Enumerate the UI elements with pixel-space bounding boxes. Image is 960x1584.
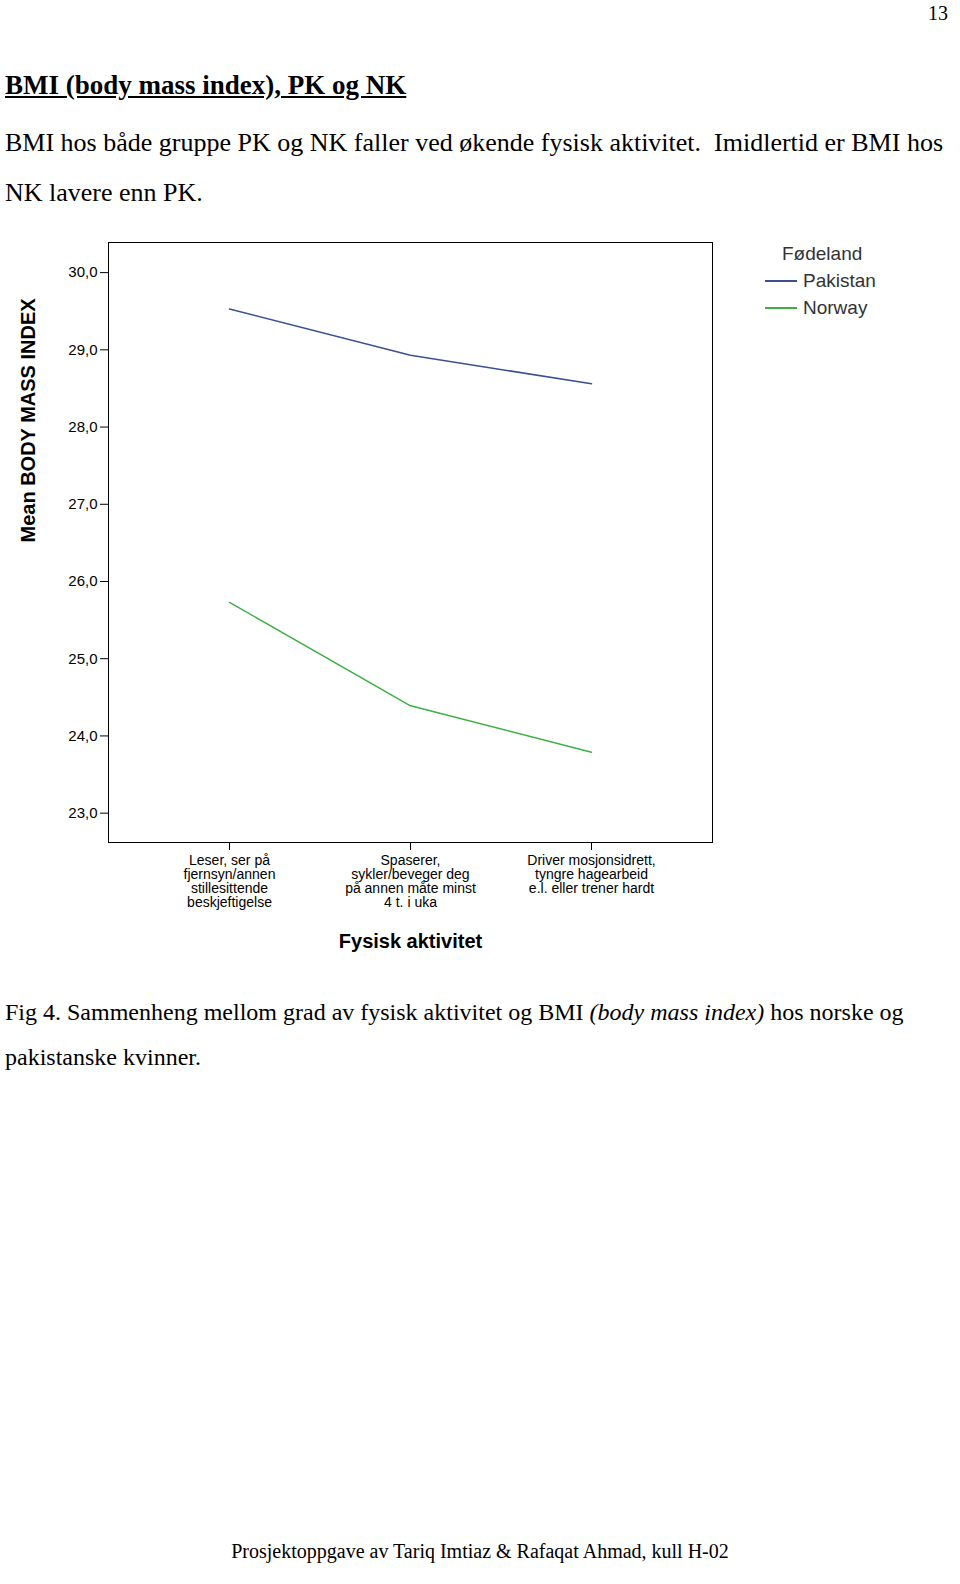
svg-text:26,0: 26,0 [68, 572, 97, 589]
html-text:Pakistan: Pakistan [803, 269, 876, 291]
html-text:Norway: Norway [803, 296, 868, 318]
svg-text:Leser, ser påfjernsyn/annensti: Leser, ser påfjernsyn/annenstillesittend… [184, 852, 276, 910]
svg-text:30,0: 30,0 [68, 263, 97, 280]
html-text:BMI (body mass index), PK og N: BMI (body mass index), PK og NK [5, 70, 407, 100]
svg-text:29,0: 29,0 [68, 341, 97, 358]
html-text:Fig 4. Sammenheng mellom grad: Fig 4. Sammenheng mellom grad av fysisk … [5, 999, 904, 1070]
html-text:13: 13 [928, 2, 948, 24]
html-text:BMI hos både gruppe PK og NK f: BMI hos både gruppe PK og NK faller ved … [5, 128, 950, 207]
svg-text:Spaserer,sykler/beveger degpå: Spaserer,sykler/beveger degpå annen måte… [345, 852, 476, 910]
svg-text:Mean BODY MASS INDEX: Mean BODY MASS INDEX [17, 298, 39, 543]
svg-text:23,0: 23,0 [68, 804, 97, 821]
html-text:Prosjektoppgave av Tariq Imtia: Prosjektoppgave av Tariq Imtiaz & Rafaqa… [231, 1540, 729, 1562]
svg-text:24,0: 24,0 [68, 727, 97, 744]
svg-text:25,0: 25,0 [68, 650, 97, 667]
svg-text:Driver mosjonsidrett,tyngre ha: Driver mosjonsidrett,tyngre hagearbeide.… [527, 852, 655, 896]
svg-text:27,0: 27,0 [68, 495, 97, 512]
html-text:Fødeland: Fødeland [782, 243, 863, 264]
svg-text:28,0: 28,0 [68, 418, 97, 435]
svg-text:Fysisk aktivitet: Fysisk aktivitet [339, 930, 483, 952]
